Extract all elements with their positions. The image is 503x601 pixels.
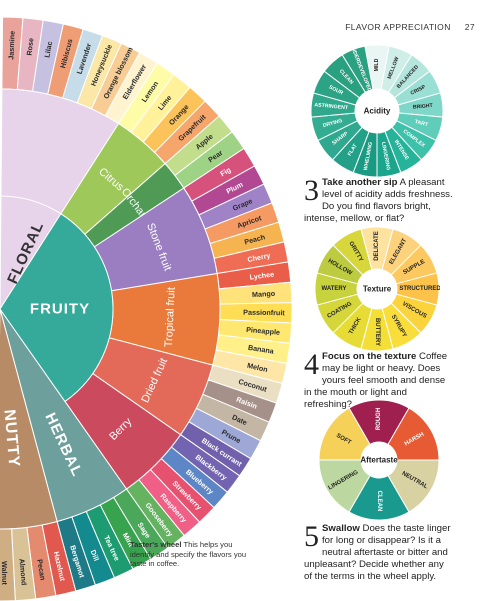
page-header: FLAVOR APPRECIATION 27 [345, 22, 475, 32]
segment-label-tart: TART [414, 119, 429, 129]
flavor-label-lychee: Lychee [249, 270, 274, 282]
wheel-center-label: Texture [363, 285, 392, 294]
wheel-center [361, 442, 397, 478]
wheel-center-label: Acidity [364, 107, 391, 116]
acidity-wheel: MILD MELLOWBALANCEDCRISPBRIGHTTARTCOMPLEX… [310, 44, 444, 178]
flavor-label-mango: Mango [252, 289, 276, 299]
step-5-body: Does the taste linger for long or disapp… [304, 523, 451, 582]
flavor-label-jasmine: Jasmine [6, 31, 16, 60]
step-4-title: Focus on the texture [322, 351, 417, 362]
wheel-center-label: Aftertaste [360, 456, 398, 465]
step-3-body: A pleasant level of acidity adds freshne… [304, 177, 453, 224]
section-title: FLAVOR APPRECIATION [345, 22, 451, 32]
segment-label-structured: STRUCTURED [399, 286, 440, 292]
wheel-caption: Taster's wheel This helps you identify a… [130, 540, 248, 569]
segment-label-watery: WATERY [322, 286, 347, 292]
segment-label-whelming: WHELMING [363, 141, 374, 170]
segment-label-rough: ROUGH [376, 408, 382, 430]
segment-label-clean: CLEAN [376, 491, 382, 512]
texture-wheel: DELICATE ELEGANTSUPPLESTRUCTUREDVISCOUSSY… [314, 226, 440, 352]
page-number: 27 [464, 22, 475, 32]
flavor-label-pecan: Pecan [35, 559, 47, 581]
step-5-title: Swallow [322, 523, 360, 534]
caption-title: Taster's wheel [130, 540, 182, 549]
category-fruity [0, 213, 114, 403]
segment-label-mild: MILD [374, 58, 380, 71]
step-4-body: Coffee may be light or heavy. Does yours… [304, 351, 448, 410]
category-label-nutty: NUTTY [0, 409, 22, 469]
segment-label-buttery: BUTTERY [374, 318, 380, 346]
subcategory-label-tropical-fruit: Tropical fruit [163, 287, 178, 348]
flavor-label-almond: Almond [17, 558, 28, 585]
step-5-text: 5 Swallow Does the taste linger for long … [304, 520, 454, 583]
step-3-number: 3 [304, 174, 319, 207]
segment-label-lingering: LINGERING [380, 141, 391, 170]
aftertaste-wheel: ROUGHHARSHNEUTRALCLEANLINGERINGSOFTAfter… [318, 399, 440, 521]
segment-label-delicate: DELICATE [374, 231, 380, 261]
flavor-label-melon: Melon [246, 361, 268, 374]
flavor-label-passionfruit: Passionfruit [243, 308, 285, 318]
flavor-label-dill: Dill [89, 549, 101, 563]
flavor-label-walnut: Walnut [0, 561, 9, 585]
segment-label-bright: BRIGHT [413, 103, 434, 111]
step-3-title: Take another sip [322, 177, 398, 188]
flavor-label-cherry: Cherry [247, 251, 271, 264]
flavor-label-rose: Rose [24, 37, 35, 55]
step-4-text: 4 Focus on the texture Coffee may be ligh… [304, 348, 454, 411]
category-label-fruity: FRUITY [30, 301, 90, 318]
step-4-number: 4 [304, 348, 319, 381]
segment-label-astringent: ASTRINGENT [314, 102, 349, 111]
step-3-text: 3 Take another sip A pleasant level of ac… [304, 174, 454, 225]
caption-body: This helps you identify and specify the … [130, 540, 247, 569]
category-nutty [0, 308, 58, 530]
segment-label-drying: DRYING [322, 118, 343, 129]
flavor-label-banana: Banana [247, 343, 275, 356]
wheel-center [355, 89, 399, 133]
flavor-label-pineapple: Pineapple [246, 325, 281, 337]
step-5-number: 5 [304, 520, 319, 553]
flavor-label-lilac: Lilac [42, 41, 54, 59]
wheel-center [357, 269, 397, 309]
